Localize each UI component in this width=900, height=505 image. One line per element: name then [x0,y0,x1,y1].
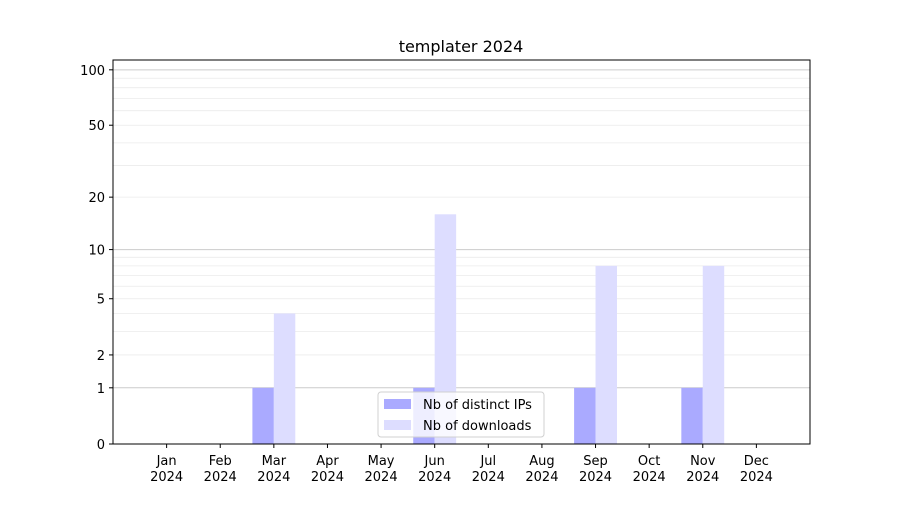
x-tick-label: 2024 [579,470,612,485]
x-tick-label: 2024 [150,470,183,485]
bar-distinct-ips [252,387,274,444]
axes-frame [112,59,811,445]
x-tick-label: Dec [744,454,769,469]
x-tick-label: Jun [424,454,445,469]
chart-title: templater 2024 [399,37,524,56]
bar-distinct-ips [681,387,703,444]
y-axis: 0 1 2 5 10 20 50 100 [80,64,113,453]
bar-downloads [702,265,725,444]
x-tick-label: 2024 [257,470,290,485]
x-tick-label: 2024 [311,470,344,485]
y-tick-label: 2 [97,349,105,364]
bar-distinct-ips [574,387,596,444]
legend-label: Nb of distinct IPs [423,398,532,413]
x-tick-label: Nov [690,454,716,469]
x-tick-label: Oct [638,454,660,469]
x-tick-label: 2024 [633,470,666,485]
x-tick-label: May [368,454,395,469]
x-tick-label: Feb [209,454,232,469]
x-tick-label: Apr [316,454,339,469]
x-tick-label: 2024 [204,470,237,485]
y-tick-label: 5 [97,293,105,308]
x-tick-label: Mar [262,454,287,469]
x-tick-label: 2024 [365,470,398,485]
x-tick-label: Jul [479,454,496,469]
legend-swatch [384,399,411,409]
x-tick-label: 2024 [472,470,505,485]
bar-downloads [434,214,457,444]
x-tick-label: 2024 [418,470,451,485]
y-tick-label: 10 [88,244,105,259]
legend-label: Nb of downloads [423,419,532,434]
x-tick-label: Jan [156,454,177,469]
y-tick-label: 50 [88,119,105,134]
x-tick-label: 2024 [525,470,558,485]
x-tick-label: Aug [529,454,554,469]
y-tick-label: 20 [88,191,105,206]
legend: Nb of distinct IPs Nb of downloads [377,391,545,438]
x-tick-label: 2024 [686,470,719,485]
x-tick-label: 2024 [740,470,773,485]
bar-downloads [595,265,617,444]
x-tick-label: Sep [583,454,608,469]
bar-downloads [273,313,296,444]
y-tick-label: 0 [97,438,105,453]
x-axis: Jan2024Feb2024Mar2024Apr2024May2024Jun20… [150,444,773,485]
legend-swatch [384,420,411,430]
y-tick-label: 100 [80,64,105,79]
grid [113,69,810,389]
legend-box [377,391,545,438]
y-tick-label: 1 [97,382,105,397]
